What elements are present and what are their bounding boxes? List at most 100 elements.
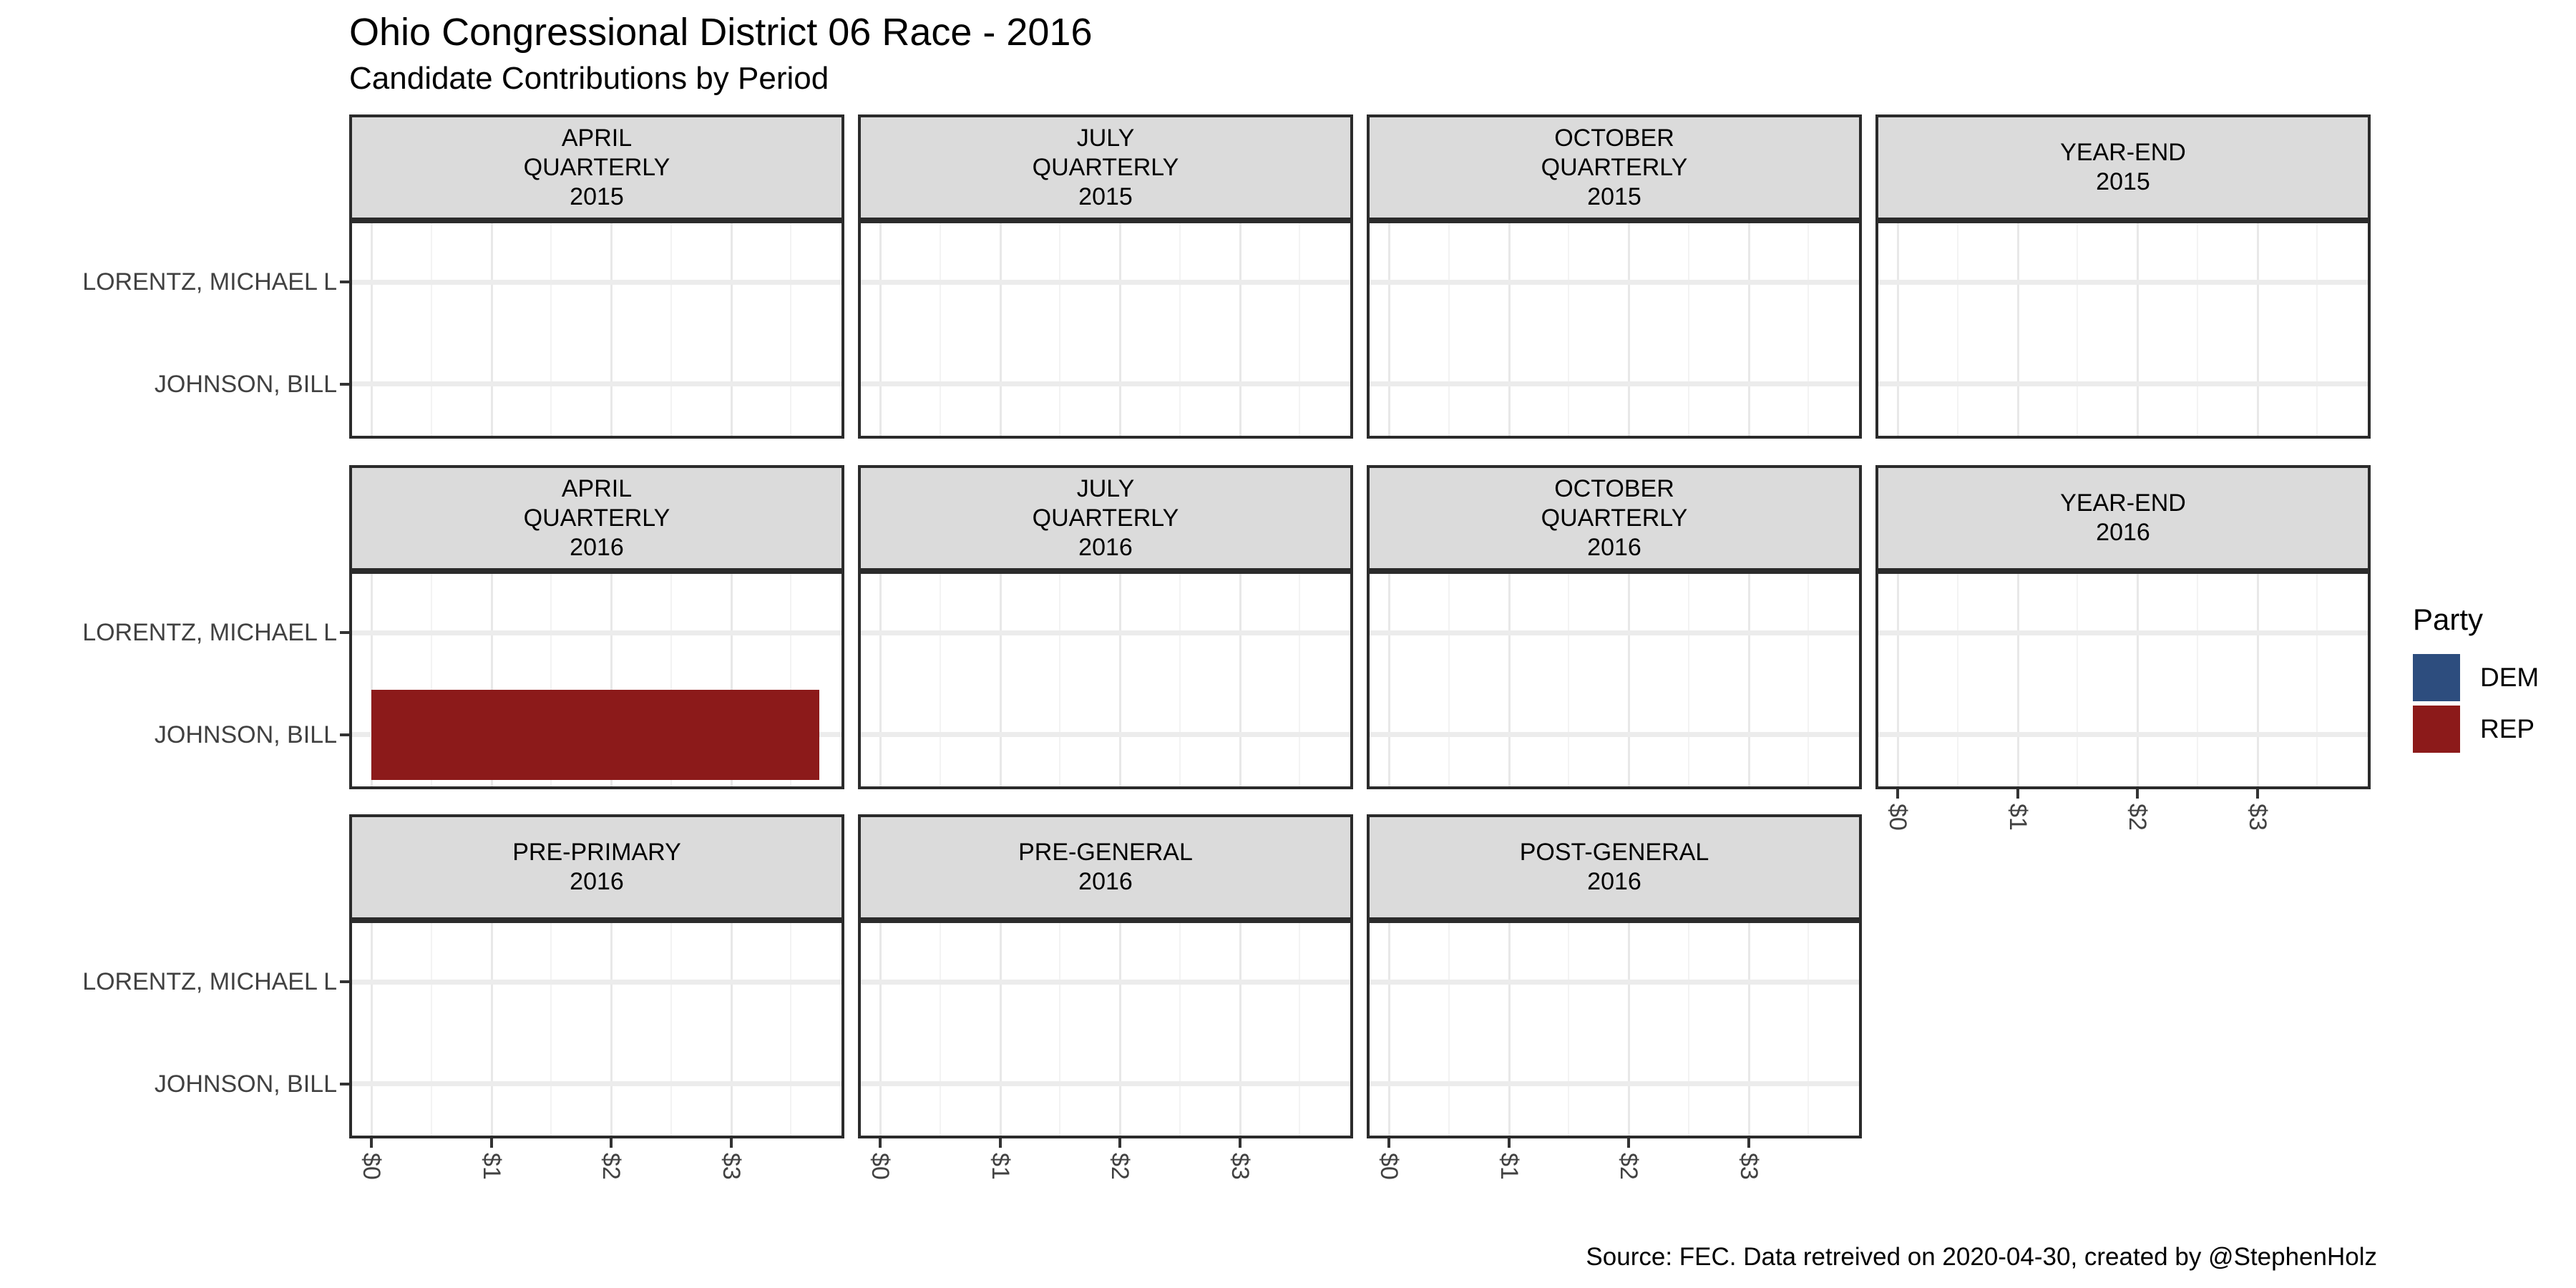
gridline-minor-vertical [1687, 574, 1689, 786]
gridline-minor-vertical [2316, 574, 2318, 786]
gridline-minor-vertical [2196, 574, 2198, 786]
gridline-major-vertical [371, 223, 373, 436]
facet-strip-label: PRE-PRIMARY 2016 [349, 814, 844, 920]
facet-strip-label: APRIL QUARTERLY 2015 [349, 114, 844, 220]
gridline-major-vertical [730, 574, 733, 786]
gridline-minor-vertical [430, 923, 432, 1136]
gridline-major-vertical [490, 223, 493, 436]
facet-panel [858, 220, 1353, 439]
x-axis-tick-label: $0 [358, 1153, 385, 1180]
gridline-major-horizontal [352, 979, 841, 985]
facet-panel [858, 920, 1353, 1138]
facet-panel [1367, 571, 1862, 789]
legend-swatch-rep-icon [2413, 706, 2460, 753]
gridline-major-vertical [371, 574, 373, 786]
gridline-major-horizontal [1878, 279, 2368, 285]
gridline-minor-vertical [1448, 223, 1450, 436]
x-axis-tick-label: $0 [1884, 804, 1911, 831]
gridline-major-horizontal [1370, 1081, 1859, 1087]
y-axis-tick [340, 631, 349, 635]
facet-panel [349, 920, 844, 1138]
gridline-major-vertical [1119, 223, 1121, 436]
gridline-minor-vertical [1568, 923, 1570, 1136]
x-axis-tick [1507, 1138, 1511, 1148]
gridline-minor-vertical [790, 223, 792, 436]
gridline-major-vertical [730, 223, 733, 436]
gridline-major-horizontal [861, 381, 1350, 387]
gridline-minor-vertical [550, 223, 552, 436]
x-axis-tick-label: $1 [477, 1153, 505, 1180]
facet-strip-label: YEAR-END 2015 [1875, 114, 2371, 220]
facet-strip-label: PRE-GENERAL 2016 [858, 814, 1353, 920]
chart-title: Ohio Congressional District 06 Race - 20… [349, 11, 1093, 54]
gridline-major-vertical [1388, 574, 1390, 786]
y-axis-label-lorentz-michael-l: LORENTZ, MICHAEL L [82, 619, 337, 647]
gridline-minor-vertical [1568, 223, 1570, 436]
gridline-minor-vertical [2316, 223, 2318, 436]
gridline-major-vertical [999, 574, 1002, 786]
x-axis-tick [729, 1138, 733, 1148]
gridline-minor-vertical [1687, 223, 1689, 436]
gridline-major-vertical [1388, 223, 1390, 436]
bar-johnson-bill-rep [371, 689, 819, 780]
gridline-major-vertical [2256, 574, 2259, 786]
gridline-minor-vertical [939, 923, 941, 1136]
x-axis-tick-label: $3 [2243, 804, 2271, 831]
gridline-major-vertical [610, 923, 613, 1136]
gridline-major-vertical [879, 574, 882, 786]
y-axis-tick [340, 980, 349, 984]
gridline-major-vertical [1628, 923, 1630, 1136]
facet-panel [1875, 571, 2371, 789]
y-axis-tick [340, 382, 349, 386]
legend-entry-rep: REP [2413, 706, 2539, 753]
gridline-major-vertical [1747, 223, 1750, 436]
gridline-major-horizontal [1370, 732, 1859, 738]
x-axis-tick-label: $3 [717, 1153, 745, 1180]
gridline-minor-vertical [2077, 223, 2079, 436]
gridline-minor-vertical [1807, 923, 1810, 1136]
x-axis-tick [1627, 1138, 1630, 1148]
gridline-minor-vertical [1687, 923, 1689, 1136]
gridline-major-horizontal [861, 279, 1350, 285]
x-axis-tick [2255, 789, 2259, 799]
gridline-minor-vertical [1059, 923, 1061, 1136]
x-axis-tick [1896, 789, 1899, 799]
x-axis-tick [998, 1138, 1002, 1148]
y-axis-tick [340, 1082, 349, 1085]
gridline-major-horizontal [861, 979, 1350, 985]
gridline-minor-vertical [2077, 574, 2079, 786]
gridline-minor-vertical [670, 574, 672, 786]
x-axis-tick-label: $0 [867, 1153, 894, 1180]
gridline-major-horizontal [1878, 732, 2368, 738]
gridline-minor-vertical [1956, 574, 1958, 786]
gridline-minor-vertical [939, 574, 941, 786]
gridline-major-horizontal [1370, 630, 1859, 635]
gridline-major-vertical [2137, 574, 2139, 786]
x-axis-tick [489, 1138, 493, 1148]
gridline-minor-vertical [1179, 574, 1181, 786]
gridline-major-horizontal [1370, 381, 1859, 387]
x-axis-tick [370, 1138, 373, 1148]
gridline-minor-vertical [1568, 574, 1570, 786]
gridline-major-vertical [490, 574, 493, 786]
x-axis-tick [879, 1138, 882, 1148]
gridline-minor-vertical [670, 223, 672, 436]
x-axis-tick-label: $2 [1615, 1153, 1642, 1180]
gridline-major-vertical [2016, 223, 2019, 436]
gridline-major-vertical [999, 923, 1002, 1136]
gridline-major-vertical [610, 223, 613, 436]
gridline-major-horizontal [1370, 279, 1859, 285]
x-axis-tick-label: $3 [1735, 1153, 1762, 1180]
facet-panel [1367, 220, 1862, 439]
gridline-minor-vertical [1299, 923, 1301, 1136]
gridline-major-vertical [1747, 923, 1750, 1136]
gridline-major-horizontal [352, 279, 841, 285]
gridline-minor-vertical [1956, 223, 1958, 436]
x-axis-tick [610, 1138, 613, 1148]
x-axis-tick [1238, 1138, 1241, 1148]
gridline-major-horizontal [861, 732, 1350, 738]
y-axis-label-lorentz-michael-l: LORENTZ, MICHAEL L [82, 268, 337, 296]
gridline-minor-vertical [550, 923, 552, 1136]
gridline-minor-vertical [2196, 223, 2198, 436]
gridline-major-vertical [2256, 223, 2259, 436]
